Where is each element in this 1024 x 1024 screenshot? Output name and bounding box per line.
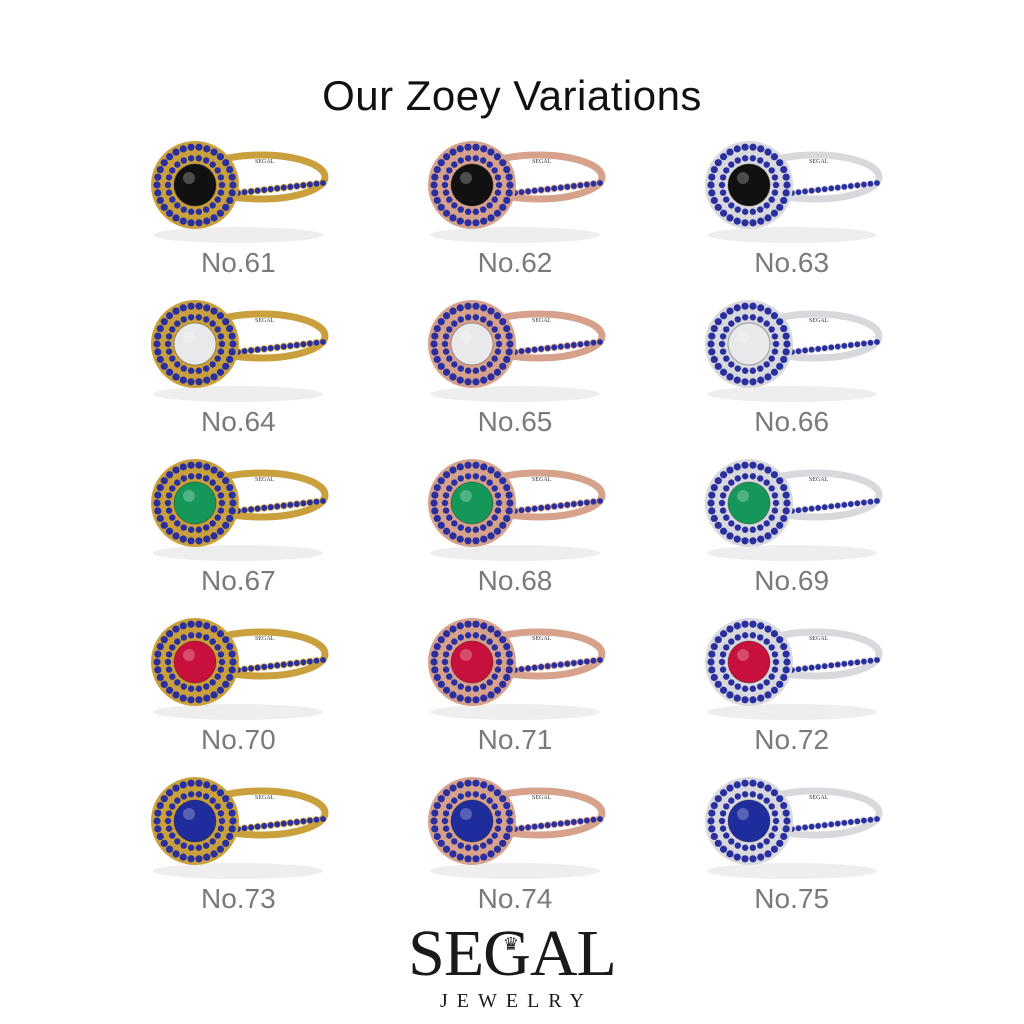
- svg-text:SEGAL: SEGAL: [255, 477, 275, 483]
- variation-label: No.72: [754, 724, 830, 755]
- ring-image: SEGAL: [427, 459, 606, 561]
- logo-name: SEGAL: [408, 917, 617, 990]
- svg-text:SEGAL: SEGAL: [809, 477, 829, 483]
- ring-image: SEGAL: [151, 618, 329, 720]
- variation-label: No.68: [477, 565, 553, 596]
- svg-text:SEGAL: SEGAL: [255, 636, 275, 642]
- ring-image: SEGAL: [151, 459, 329, 561]
- center-stone: [727, 640, 771, 684]
- ring-image: SEGAL: [704, 300, 883, 402]
- variation-label: No.62: [477, 247, 553, 278]
- ring-variation-no71[interactable]: SEGAL No.71: [377, 612, 654, 769]
- center-stone: [727, 163, 771, 207]
- svg-text:SEGAL: SEGAL: [255, 318, 275, 324]
- center-stone: [450, 481, 494, 525]
- ring-variation-no74[interactable]: SEGAL No.74: [377, 771, 654, 928]
- ring-image: SEGAL: [427, 300, 606, 402]
- svg-text:SEGAL: SEGAL: [809, 795, 829, 801]
- center-stone: [173, 799, 217, 843]
- ring-variation-no63[interactable]: SEGAL No.63: [653, 135, 930, 292]
- ring-variation-no69[interactable]: SEGAL No.69: [653, 453, 930, 610]
- svg-text:SEGAL: SEGAL: [809, 318, 829, 324]
- svg-text:SEGAL: SEGAL: [809, 636, 829, 642]
- ring-variation-no65[interactable]: SEGAL No.65: [377, 294, 654, 451]
- center-stone: [727, 481, 771, 525]
- variation-label: No.75: [754, 883, 830, 914]
- ring-image: SEGAL: [704, 777, 883, 879]
- ring-variation-no75[interactable]: SEGAL No.75: [653, 771, 930, 928]
- ring-image: SEGAL: [151, 777, 329, 879]
- variation-label: No.73: [200, 883, 276, 914]
- ring-variation-no64[interactable]: SEGAL No.64: [100, 294, 377, 451]
- ring-image: SEGAL: [151, 141, 329, 243]
- ring-variation-no66[interactable]: SEGAL No.66: [653, 294, 930, 451]
- ring-variation-no67[interactable]: SEGAL No.67: [100, 453, 377, 610]
- variation-label: No.74: [477, 883, 553, 914]
- crown-icon: ♛: [502, 934, 519, 954]
- center-stone: [173, 322, 217, 366]
- logo-subtitle: JEWELRY: [440, 990, 593, 1012]
- svg-text:SEGAL: SEGAL: [532, 636, 552, 642]
- ring-image: SEGAL: [427, 618, 606, 720]
- segal-jewelry-logo: ♛ SEGAL JEWELRY: [0, 921, 1024, 1013]
- svg-text:SEGAL: SEGAL: [255, 795, 275, 801]
- variation-label: No.61: [200, 247, 276, 278]
- variation-label: No.64: [200, 406, 276, 437]
- ring-variation-no73[interactable]: SEGAL No.73: [100, 771, 377, 928]
- variation-label: No.71: [477, 724, 553, 755]
- svg-text:SEGAL: SEGAL: [255, 159, 275, 165]
- center-stone: [173, 640, 217, 684]
- center-stone: [450, 322, 494, 366]
- ring-image: SEGAL: [704, 459, 883, 561]
- svg-text:SEGAL: SEGAL: [532, 318, 552, 324]
- variation-label: No.65: [477, 406, 553, 437]
- variation-label: No.69: [754, 565, 830, 596]
- ring-variation-no62[interactable]: SEGAL No.62: [377, 135, 654, 292]
- center-stone: [450, 799, 494, 843]
- svg-text:SEGAL: SEGAL: [532, 795, 552, 801]
- center-stone: [173, 481, 217, 525]
- center-stone: [727, 322, 771, 366]
- ring-variation-no61[interactable]: SEGAL No.61: [100, 135, 377, 292]
- ring-variation-no68[interactable]: SEGAL No.68: [377, 453, 654, 610]
- ring-image: SEGAL: [704, 618, 883, 720]
- ring-image: SEGAL: [427, 141, 606, 243]
- center-stone: [450, 640, 494, 684]
- variation-label: No.66: [754, 406, 830, 437]
- variation-label: No.70: [200, 724, 276, 755]
- center-stone: [450, 163, 494, 207]
- ring-variation-no72[interactable]: SEGAL No.72: [653, 612, 930, 769]
- svg-text:SEGAL: SEGAL: [532, 477, 552, 483]
- variation-label: No.67: [200, 565, 276, 596]
- center-stone: [173, 163, 217, 207]
- svg-text:SEGAL: SEGAL: [532, 159, 552, 165]
- svg-text:SEGAL: SEGAL: [809, 159, 829, 165]
- ring-image: SEGAL: [427, 777, 606, 879]
- variation-label: No.63: [754, 247, 830, 278]
- center-stone: [727, 799, 771, 843]
- ring-variations-grid: SEGAL No.61 SEGAL No.62 SEGAL No.63 SEGAL No.64…: [100, 135, 930, 928]
- ring-variation-no70[interactable]: SEGAL No.70: [100, 612, 377, 769]
- ring-image: SEGAL: [151, 300, 329, 402]
- ring-image: SEGAL: [704, 141, 883, 243]
- page-title: Our Zoey Variations: [322, 72, 702, 119]
